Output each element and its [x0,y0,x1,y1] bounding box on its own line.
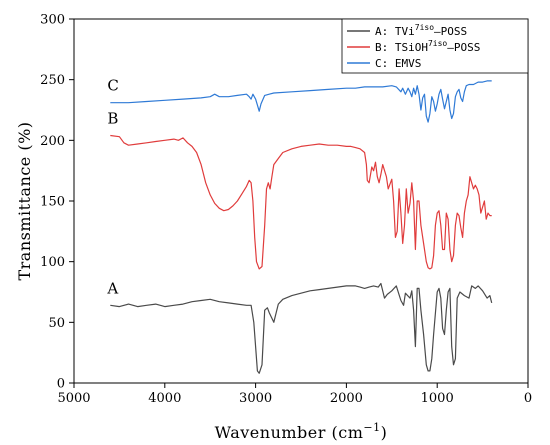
x-axis-title: Wavenumber (cm−1) [215,421,388,442]
x-tick-label: 4000 [148,391,181,406]
y-tick-label: 150 [40,195,65,210]
y-tick-label: 250 [40,73,65,88]
y-tick-label: 0 [57,377,65,392]
y-axis-title: Transmittance (%) [15,121,34,280]
x-tick-label: 5000 [57,391,90,406]
ticks: 5000 4000 3000 2000 1000 0 0 50 100 150 200 250 300 [40,13,532,407]
curve-label-b: B [107,109,118,127]
series-line-a [110,282,493,374]
y-tick-label: 50 [48,316,65,331]
legend-entry: B: TSiOH7iso—POSS [375,39,480,54]
y-tick-label: 200 [40,134,65,149]
series-line-c [110,80,492,123]
curves [110,80,493,374]
x-axis-title-sup: −1 [363,421,380,434]
legend-entry: A: TVi7iso—POSS [375,23,467,38]
y-tick-label: 100 [40,255,65,270]
curve-label-a: A [106,279,118,297]
curve-labels: A BC [106,77,118,298]
x-axis-title-main: Wavenumber (cm [215,423,364,442]
x-tick-label: 2000 [330,391,363,406]
curve-label-c: C [107,77,118,95]
plot-frame [73,18,529,384]
x-tick-label: 0 [524,391,532,406]
x-tick-label: 1000 [421,391,454,406]
y-tick-label: 300 [40,13,65,28]
x-axis-title-end: ) [381,423,388,442]
legend-entry: C: EMVS [375,57,421,70]
series-line-b [110,134,492,270]
x-tick-label: 3000 [239,391,272,406]
legend-box [341,18,529,74]
